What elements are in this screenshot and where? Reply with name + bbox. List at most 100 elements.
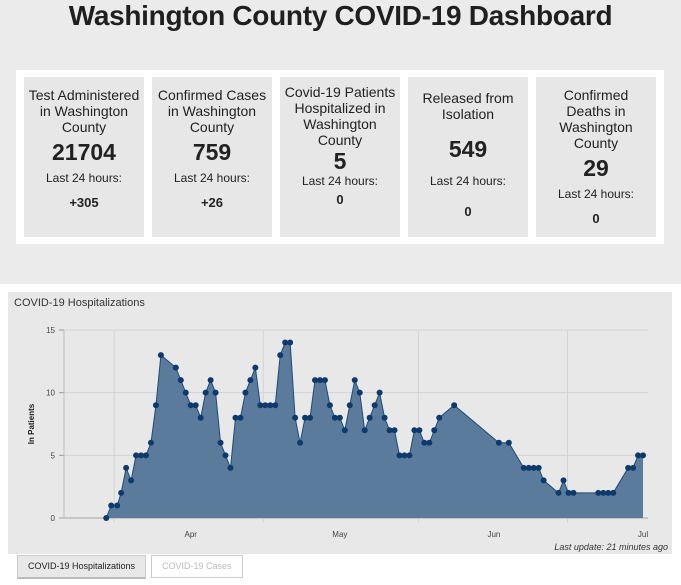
data-point — [600, 489, 607, 496]
data-point — [192, 402, 199, 409]
data-point — [406, 452, 413, 459]
card-value: 29 — [583, 155, 609, 181]
data-point — [416, 427, 423, 434]
y-axis-label: In Patients — [27, 403, 36, 444]
data-point — [202, 389, 209, 396]
chart-panel: COVID-19 Hospitalizations 0 5 10 15 Apr May Ju… — [8, 292, 672, 554]
data-point — [520, 464, 527, 471]
card-sublabel: Last 24 hours: — [173, 171, 251, 185]
data-point — [436, 414, 443, 421]
x-tick-label: Jul — [638, 530, 648, 539]
data-point — [252, 364, 259, 371]
data-point — [570, 489, 577, 496]
data-point — [630, 464, 637, 471]
last-update: Last update: 21 minutes ago — [554, 542, 668, 552]
data-point — [232, 414, 239, 421]
card-value: 5 — [333, 148, 347, 174]
data-point — [157, 352, 164, 359]
page-title: Washington County COVID-19 Dashboard — [68, 0, 613, 31]
card-sublabel: Last 24 hours: — [557, 187, 635, 201]
card-label: Confirmed Cases in Washington County — [157, 87, 267, 135]
data-point — [326, 402, 333, 409]
card-label: Confirmed Deaths in Washington County — [559, 87, 633, 151]
data-point — [114, 502, 121, 509]
chart-container: COVID-19 Hospitalizations 0 5 10 15 Apr May Ju… — [0, 284, 681, 585]
data-point — [376, 389, 383, 396]
card-sublabel: Last 24 hours: — [45, 171, 123, 185]
data-point — [595, 489, 602, 496]
y-tick-label: 5 — [51, 451, 56, 460]
data-point — [530, 464, 537, 471]
tab-cases[interactable]: COVID-19 Cases — [151, 555, 243, 578]
data-point — [147, 439, 154, 446]
data-point — [421, 439, 428, 446]
card-value: 21704 — [52, 139, 116, 165]
stats-panel: Test Administered in Washington County 2… — [16, 70, 664, 244]
x-tick-label: May — [332, 530, 347, 539]
stat-card-deaths: Confirmed Deaths in Washington County 29… — [536, 77, 656, 237]
data-point — [396, 452, 403, 459]
card-label: Test Administered in Washington County — [28, 87, 140, 135]
data-point — [391, 427, 398, 434]
data-point — [207, 377, 214, 384]
data-point — [182, 389, 189, 396]
card-label: Released from Isolation — [422, 90, 514, 122]
card-delta: +305 — [69, 195, 99, 210]
data-point — [366, 414, 373, 421]
data-point — [381, 414, 388, 421]
data-point — [307, 414, 314, 421]
data-point — [277, 352, 284, 359]
data-point — [133, 452, 140, 459]
data-point — [257, 402, 264, 409]
data-point — [118, 489, 125, 496]
data-point — [426, 439, 433, 446]
area-fill — [106, 342, 644, 518]
data-point — [103, 515, 110, 521]
data-point — [247, 377, 254, 384]
y-tick-label: 15 — [46, 326, 55, 335]
card-sublabel: Last 24 hours: — [429, 174, 507, 188]
hospitalizations-chart: 0 5 10 15 Apr May Jun Jul In Patients — [27, 326, 648, 539]
data-point — [605, 489, 612, 496]
card-label: Covid-19 Patients Hospitalized in Washin… — [284, 84, 396, 148]
tab-hospitalizations[interactable]: COVID-19 Hospitalizations — [17, 555, 147, 579]
data-point — [356, 389, 363, 396]
data-point — [565, 489, 572, 496]
data-point — [138, 452, 145, 459]
data-point — [272, 402, 279, 409]
stat-card-hospitalized: Covid-19 Patients Hospitalized in Washin… — [280, 77, 400, 237]
data-point — [237, 414, 244, 421]
stat-card-tests: Test Administered in Washington County 2… — [24, 77, 144, 237]
data-point — [123, 464, 130, 471]
data-point — [555, 489, 562, 496]
data-point — [361, 427, 368, 434]
data-point — [316, 377, 323, 384]
x-tick-label: Jun — [487, 530, 500, 539]
data-point — [262, 402, 269, 409]
data-point — [222, 452, 229, 459]
data-point — [401, 452, 408, 459]
card-value: 549 — [448, 136, 488, 162]
data-point — [108, 502, 115, 509]
stat-card-released: Released from Isolation 549 Last 24 hour… — [408, 77, 528, 237]
data-point — [311, 377, 318, 384]
data-point — [297, 439, 304, 446]
data-point — [386, 427, 393, 434]
card-delta: 0 — [464, 204, 472, 219]
data-point — [451, 402, 458, 409]
data-point — [187, 402, 194, 409]
data-point — [128, 477, 135, 484]
data-point — [287, 339, 294, 346]
data-point — [371, 402, 378, 409]
data-point — [346, 402, 353, 409]
data-point — [341, 427, 348, 434]
card-sublabel: Last 24 hours: — [301, 174, 379, 188]
data-point — [217, 439, 224, 446]
data-point — [197, 414, 204, 421]
data-point — [321, 377, 328, 384]
card-delta: +26 — [200, 195, 224, 210]
x-tick-label: Apr — [185, 530, 198, 539]
data-point — [292, 414, 299, 421]
data-point — [267, 402, 274, 409]
data-point — [560, 477, 567, 484]
